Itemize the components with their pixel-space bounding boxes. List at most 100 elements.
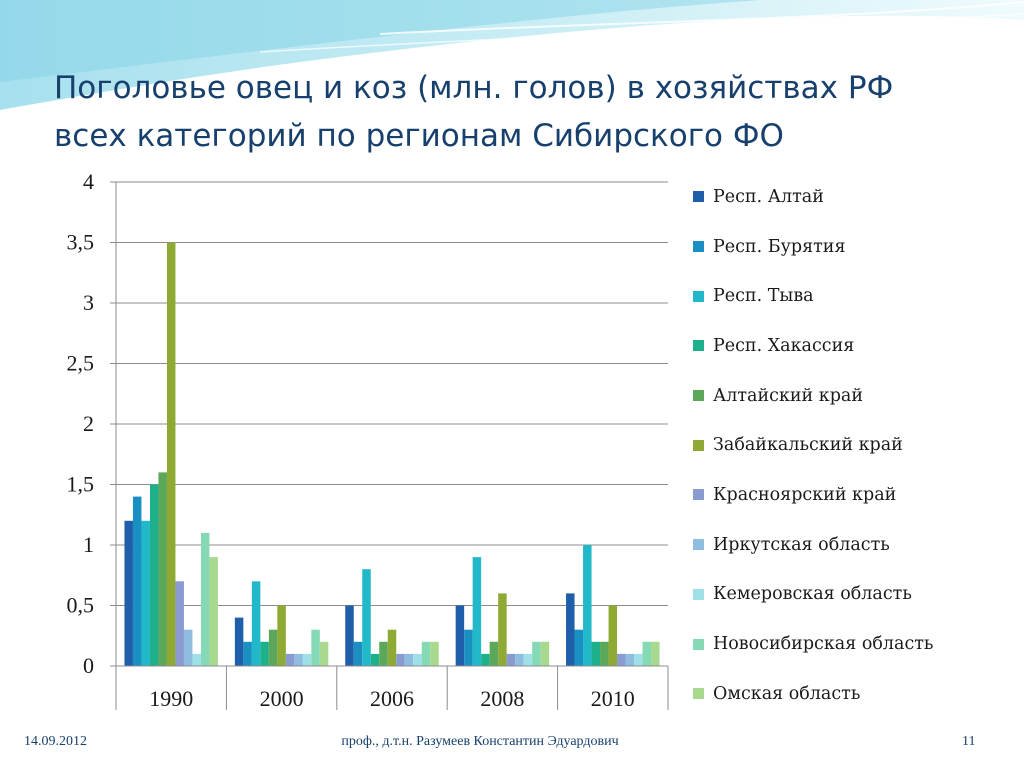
bar: [532, 641, 541, 666]
bar: [591, 641, 601, 666]
y-tick-label: 0: [83, 653, 94, 678]
chart-bars: [124, 242, 660, 666]
bar: [124, 520, 133, 666]
bar: [583, 545, 592, 666]
chart-legend: Респ. Алтай Респ. Бурятия Респ. Тыва Респ. …: [693, 172, 1013, 719]
bar: [302, 653, 312, 666]
bar: [472, 557, 482, 666]
legend-item: Респ. Хакассия: [693, 321, 1013, 371]
legend-swatch: [693, 439, 704, 451]
bar: [404, 653, 414, 666]
legend-label: Респ. Алтай: [713, 186, 824, 207]
chart-axes: [110, 181, 669, 710]
bar: [481, 653, 490, 666]
bar: [617, 653, 626, 666]
bar: [234, 617, 244, 666]
legend-item: Респ. Алтай: [693, 172, 1013, 222]
y-tick-label: 3,5: [67, 230, 95, 255]
bar: [515, 653, 524, 666]
legend-swatch: [693, 290, 704, 302]
bar: [421, 641, 431, 666]
y-tick-label: 0,5: [67, 593, 95, 618]
x-tick-label: 2000: [260, 686, 304, 711]
legend-swatch: [693, 489, 704, 501]
bar: [285, 653, 295, 666]
bar: [370, 653, 380, 666]
bar: [243, 641, 252, 666]
chart-tick-labels: 0 0,5 1 1,5 2 2,5 3 3,5 4 1990 2000 2006 2008 2010: [67, 169, 635, 711]
legend-label: Иркутская область: [713, 534, 890, 555]
bar: [574, 629, 584, 666]
legend-swatch: [693, 539, 704, 551]
legend-swatch: [693, 638, 704, 650]
bar: [277, 605, 286, 666]
bar: [192, 653, 201, 666]
legend-label: Респ. Тыва: [713, 286, 814, 307]
legend-label: Респ. Бурятия: [713, 236, 846, 257]
bar: [651, 641, 660, 666]
x-tick-label: 2010: [591, 686, 635, 711]
legend-label: Красноярский край: [713, 484, 897, 505]
y-tick-label: 1: [83, 532, 94, 557]
bar: [311, 629, 320, 666]
bar: [642, 641, 652, 666]
bar: [353, 641, 363, 666]
bar: [625, 653, 635, 666]
slide-title: Поголовье овец и коз (млн. голов) в хозя…: [54, 64, 994, 160]
legend-item: Новосибирская область: [693, 619, 1013, 669]
legend-label: Алтайский край: [713, 385, 864, 406]
legend-item: Респ. Бурятия: [693, 222, 1013, 272]
legend-item: Иркутская область: [693, 520, 1013, 570]
bar: [540, 641, 550, 666]
legend-item: Омская область: [693, 669, 1013, 719]
bar: [396, 653, 405, 666]
legend-swatch: [693, 241, 704, 253]
legend-label: Омская область: [713, 683, 861, 704]
legend-swatch: [693, 191, 704, 203]
bar: [183, 629, 193, 666]
footer-date: 14.09.2012: [24, 734, 87, 749]
bar: [523, 653, 533, 666]
bar: [362, 569, 371, 666]
x-tick-label: 2008: [480, 686, 524, 711]
bar: [268, 629, 278, 666]
legend-item: Респ. Тыва: [693, 271, 1013, 321]
legend-label: Кемеровская область: [713, 584, 912, 605]
legend-swatch: [693, 390, 704, 402]
bar: [566, 593, 575, 666]
x-tick-label: 1990: [149, 686, 193, 711]
bar: [455, 605, 465, 666]
legend-label: Забайкальский край: [713, 435, 903, 456]
bar: [166, 242, 176, 666]
y-tick-label: 2: [83, 411, 94, 436]
bar: [430, 641, 439, 666]
bar: [608, 605, 618, 666]
bar: [600, 641, 609, 666]
legend-label: Новосибирская область: [713, 634, 934, 655]
y-tick-label: 2,5: [67, 351, 95, 376]
bar: [506, 653, 516, 666]
legend-swatch: [693, 688, 704, 700]
x-tick-label: 2006: [370, 686, 414, 711]
y-tick-label: 4: [83, 169, 94, 194]
bar: [498, 593, 507, 666]
bar: [175, 581, 184, 666]
bar: [634, 653, 643, 666]
bar: [387, 629, 397, 666]
bar: [319, 641, 329, 666]
chart-gridlines: [116, 181, 668, 606]
bar: [379, 641, 388, 666]
legend-item: Алтайский край: [693, 371, 1013, 421]
legend-item: Красноярский край: [693, 470, 1013, 520]
slide-title-line1: Поголовье овец и коз (млн. голов) в хозя…: [54, 70, 894, 106]
slide-title-line2: всех категорий по регионам Сибирского ФО: [54, 118, 784, 154]
bar: [251, 581, 261, 666]
legend-swatch: [693, 340, 704, 352]
bar: [464, 629, 473, 666]
footer-author: проф., д.т.н. Разумеев Константин Эдуард…: [341, 734, 619, 749]
footer-page-number: 11: [962, 734, 976, 749]
bar: [158, 472, 167, 666]
bar: [200, 532, 210, 666]
bar: [413, 653, 422, 666]
